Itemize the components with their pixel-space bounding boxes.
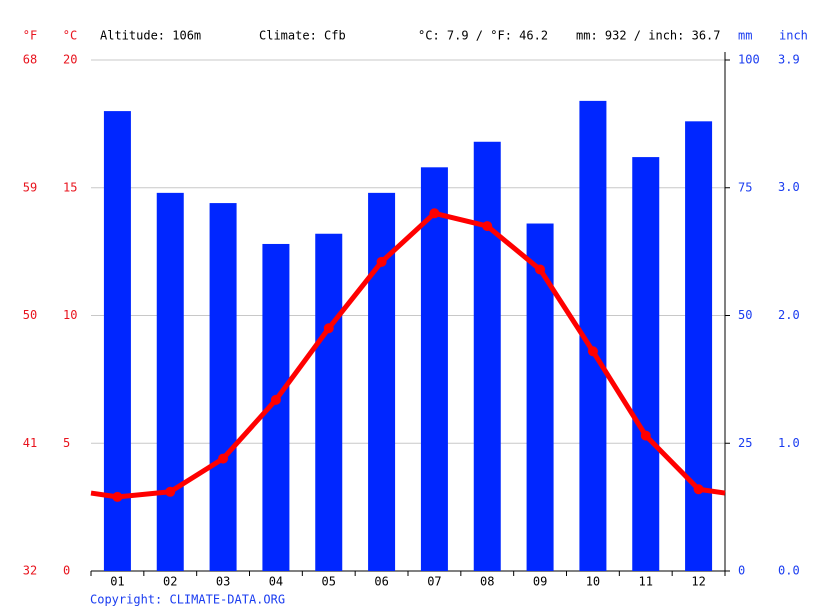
line-point xyxy=(218,453,229,464)
yf-tick-label: 68 xyxy=(23,53,37,67)
inch-unit: inch xyxy=(779,29,808,43)
y-tick-label: 0 xyxy=(63,564,70,578)
yf-tick-label: 41 xyxy=(23,436,37,450)
x-tick-label: 11 xyxy=(639,575,653,589)
bar xyxy=(156,192,184,572)
f-unit: °F xyxy=(23,29,37,43)
bar xyxy=(526,223,554,571)
line-point xyxy=(112,491,123,502)
line-point xyxy=(535,264,546,275)
line-point xyxy=(323,323,334,334)
x-tick-label: 10 xyxy=(586,575,600,589)
x-tick-label: 09 xyxy=(533,575,547,589)
bar xyxy=(368,192,396,572)
y2-tick-label: 75 xyxy=(738,180,752,194)
line-point xyxy=(165,486,176,497)
bar xyxy=(209,203,237,571)
climate: Climate: Cfb xyxy=(259,29,346,43)
yf-tick-label: 32 xyxy=(23,564,37,578)
altitude: Altitude: 106m xyxy=(100,29,201,43)
y-tick-label: 10 xyxy=(63,308,77,322)
x-tick-label: 06 xyxy=(374,575,388,589)
annual-precipitation: mm: 932 / inch: 36.7 xyxy=(576,29,721,43)
yf-tick-label: 59 xyxy=(23,180,37,194)
bar xyxy=(685,121,713,571)
y3-tick-label: 3.0 xyxy=(778,180,800,194)
y3-tick-label: 1.0 xyxy=(778,436,800,450)
bar xyxy=(632,157,660,571)
bar xyxy=(420,167,448,571)
line-point xyxy=(587,346,598,357)
y2-tick-label: 100 xyxy=(738,53,760,67)
y-tick-label: 5 xyxy=(63,436,70,450)
line-point xyxy=(640,430,651,441)
x-tick-label: 02 xyxy=(163,575,177,589)
y-tick-label: 20 xyxy=(63,53,77,67)
line-point xyxy=(693,484,704,495)
y3-tick-label: 0.0 xyxy=(778,564,800,578)
line-point xyxy=(376,256,387,267)
bar xyxy=(315,233,343,572)
x-tick-label: 12 xyxy=(691,575,705,589)
mm-unit: mm xyxy=(738,29,752,43)
c-unit: °C xyxy=(63,29,77,43)
y3-tick-label: 3.9 xyxy=(778,53,800,67)
yf-tick-label: 50 xyxy=(23,308,37,322)
line-point xyxy=(482,221,493,232)
x-tick-label: 04 xyxy=(269,575,283,589)
y2-tick-label: 0 xyxy=(738,564,745,578)
line-point xyxy=(270,394,281,405)
bar xyxy=(103,111,131,571)
y3-tick-label: 2.0 xyxy=(778,308,800,322)
x-tick-label: 08 xyxy=(480,575,494,589)
y2-tick-label: 25 xyxy=(738,436,752,450)
x-tick-label: 03 xyxy=(216,575,230,589)
y-tick-label: 15 xyxy=(63,180,77,194)
line-point xyxy=(429,208,440,219)
x-tick-label: 01 xyxy=(110,575,124,589)
bar xyxy=(473,141,501,571)
line xyxy=(117,210,701,500)
copyright: Copyright: CLIMATE-DATA.ORG xyxy=(90,593,285,607)
y2-tick-label: 50 xyxy=(738,308,752,322)
x-tick-label: 05 xyxy=(322,575,336,589)
x-tick-label: 07 xyxy=(427,575,441,589)
mean-temperature: °C: 7.9 / °F: 46.2 xyxy=(418,29,548,43)
